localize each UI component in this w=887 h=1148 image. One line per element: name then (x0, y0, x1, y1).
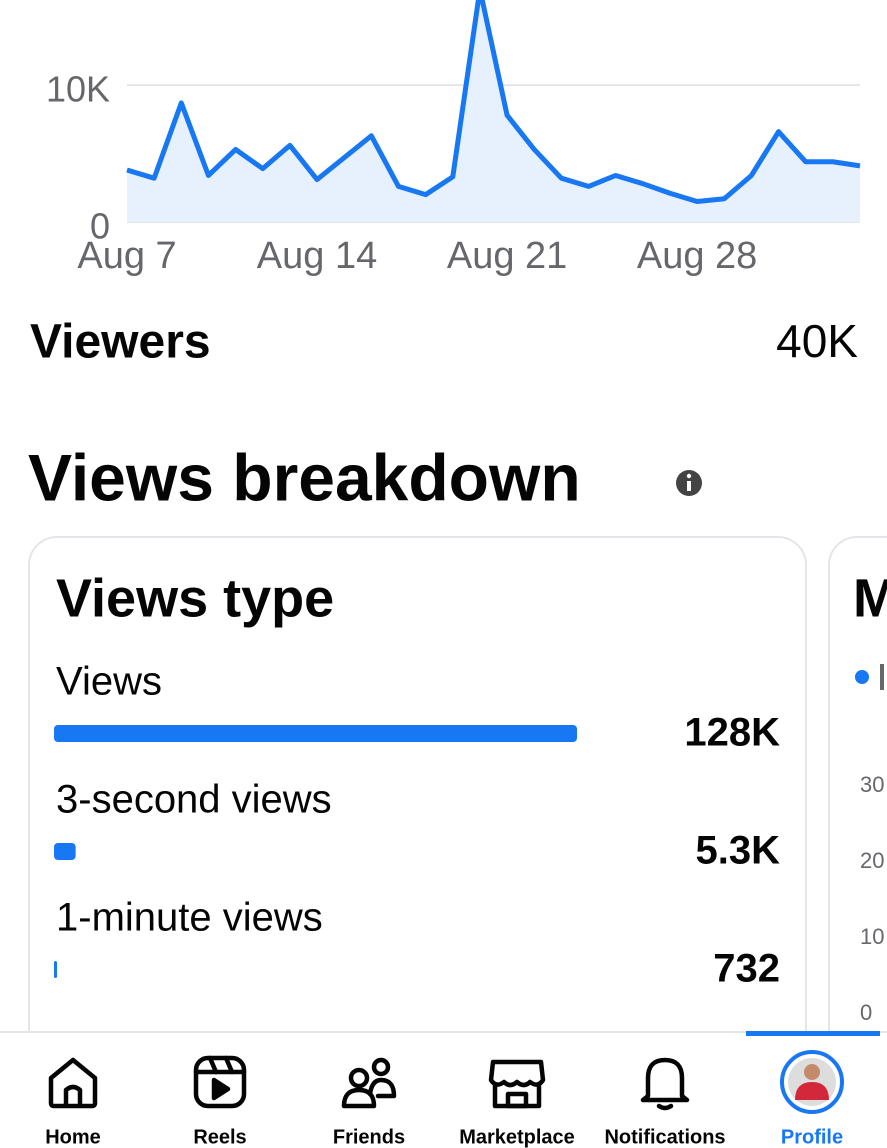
value-label: 732 (713, 947, 780, 991)
value-label: 5.3K (696, 829, 781, 873)
category-label: 3-second views (56, 778, 332, 822)
home-icon[interactable] (48, 1057, 98, 1109)
legend-dot (855, 670, 869, 684)
next-card-tick: 30 (860, 772, 884, 797)
info-icon[interactable] (676, 470, 702, 496)
area (127, 0, 860, 222)
reels-icon[interactable] (193, 1055, 247, 1109)
line (126, 0, 861, 204)
bar (54, 961, 57, 978)
marketplace-icon[interactable] (488, 1059, 546, 1109)
nav-label[interactable]: Home (45, 1126, 101, 1148)
section-title: Views breakdown (28, 440, 581, 514)
bar (54, 843, 76, 860)
legend-text-clip (880, 664, 884, 690)
next-card-tick: 0 (860, 1000, 872, 1025)
x-tick-label: Aug 14 (257, 235, 377, 277)
y-tick-label: 10K (46, 69, 110, 110)
nav-bar: Home Reels Friends Marketplace Notifications… (0, 1031, 887, 1148)
next-card-tick: 10 (860, 924, 884, 949)
nav-label[interactable]: Reels (193, 1126, 246, 1148)
nav-label[interactable]: Marketplace (459, 1126, 575, 1148)
next-card-tick: 20 (860, 848, 884, 873)
x-tick-label: Aug 7 (77, 235, 176, 277)
friends-icon[interactable] (341, 1057, 397, 1109)
card-title: Views type (56, 568, 334, 628)
nav-label[interactable]: Notifications (604, 1126, 725, 1148)
nav-label[interactable]: Friends (333, 1126, 405, 1148)
next-card-title: M (853, 568, 887, 628)
y-tick-label: 0 (90, 206, 110, 247)
next-card (828, 536, 887, 1098)
active-indicator (746, 1031, 880, 1036)
category-label: 1-minute views (56, 896, 323, 940)
notifications-icon[interactable] (640, 1057, 690, 1111)
summary-value: 40K (776, 315, 858, 367)
summary-label: Viewers (30, 316, 211, 369)
x-tick-label: Aug 21 (447, 235, 567, 277)
x-tick-label: Aug 28 (637, 235, 757, 277)
nav-label[interactable]: Profile (781, 1126, 843, 1148)
profile-avatar[interactable] (780, 1050, 844, 1114)
bar (54, 725, 577, 742)
value-label: 128K (684, 711, 780, 755)
category-label: Views (56, 660, 162, 704)
